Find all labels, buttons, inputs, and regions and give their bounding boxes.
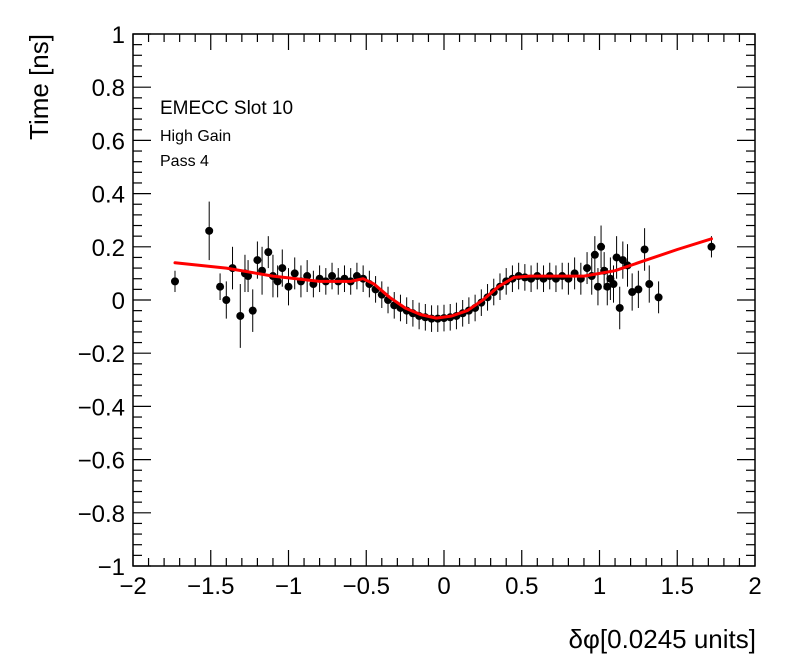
- data-point: [352, 272, 361, 281]
- data-point: [244, 272, 253, 281]
- data-point: [628, 288, 637, 297]
- annotation-gain: High Gain: [160, 128, 231, 145]
- data-point: [609, 280, 618, 289]
- data-point: [618, 256, 627, 265]
- x-tick-label: −0.5: [343, 573, 390, 600]
- data-point: [593, 282, 602, 291]
- data-point: [634, 285, 643, 294]
- x-tick-label: 1.5: [661, 573, 694, 600]
- data-point: [303, 272, 312, 281]
- x-tick-label: −1: [275, 573, 302, 600]
- x-tick-label: 0: [437, 573, 450, 600]
- data-point: [597, 242, 606, 251]
- x-tick-label: 1: [593, 573, 606, 600]
- y-tick-label: 0: [112, 288, 125, 315]
- y-tick-label: −1: [98, 554, 125, 581]
- data-point: [612, 253, 621, 262]
- y-tick-label: −0.8: [78, 501, 125, 528]
- data-markers: [170, 226, 716, 323]
- data-point: [222, 296, 231, 304]
- data-point: [273, 277, 282, 286]
- y-tick-label: 0.4: [92, 182, 125, 209]
- data-point: [170, 277, 179, 286]
- y-tick-label: 1: [112, 22, 125, 49]
- axis-tick-labels: −2 −1.5 −1 −0.5 0 0.5 1 1.5 2 −1 −0.8 −0.6 −0.4 −0.2 0…: [78, 22, 762, 600]
- error-bars: [174, 201, 712, 348]
- axis-ticks: [132, 33, 756, 567]
- x-tick-label: −1.5: [187, 573, 234, 600]
- data-point: [583, 264, 592, 273]
- data-point: [707, 242, 716, 251]
- data-point: [284, 282, 293, 291]
- annotation-detector: EMECC Slot 10: [160, 98, 293, 119]
- annotation-pass: Pass 4: [160, 153, 209, 170]
- y-tick-label: 0.6: [92, 128, 125, 155]
- x-tick-label: 0.5: [505, 573, 538, 600]
- data-point: [205, 226, 214, 235]
- y-tick-label: −0.4: [78, 394, 125, 421]
- data-point: [236, 311, 245, 320]
- x-axis-title: δφ[0.0245 units]: [569, 624, 756, 654]
- data-point: [603, 282, 612, 291]
- data-point: [290, 269, 299, 278]
- data-point: [590, 250, 599, 259]
- data-point: [253, 256, 262, 265]
- data-point: [615, 303, 624, 312]
- data-point: [248, 306, 257, 315]
- data-point: [328, 272, 337, 281]
- data-point: [216, 282, 225, 291]
- x-tick-label: −2: [119, 573, 146, 600]
- data-point: [640, 245, 649, 254]
- y-tick-label: −0.6: [78, 448, 125, 475]
- y-tick-label: 0.8: [92, 75, 125, 102]
- data-point: [645, 280, 654, 289]
- data-point: [654, 293, 663, 302]
- y-axis-title: Time [ns]: [24, 34, 54, 140]
- data-point: [278, 264, 287, 273]
- y-tick-label: 0.2: [92, 235, 125, 262]
- x-tick-label: 2: [748, 573, 761, 600]
- fit-curve: [173, 237, 713, 320]
- data-point: [264, 248, 273, 257]
- y-tick-label: −0.2: [78, 341, 125, 368]
